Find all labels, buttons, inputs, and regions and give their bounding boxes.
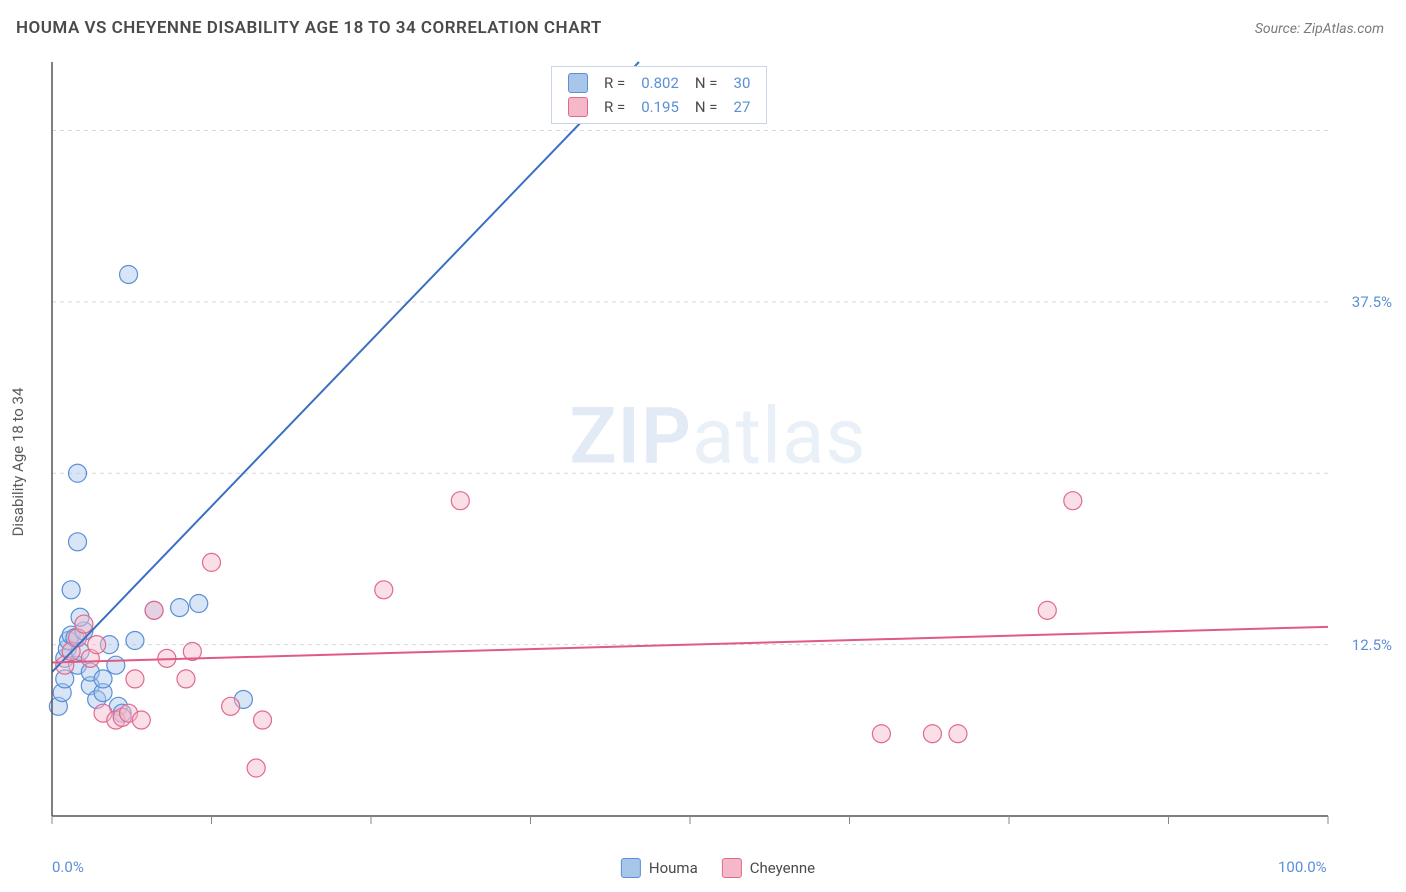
legend-n-label: N =: [687, 95, 726, 119]
legend-n-value-cheyenne: 27: [726, 95, 759, 119]
legend-n-label: N =: [687, 71, 726, 95]
legend-row-cheyenne: R = 0.195 N = 27: [560, 95, 758, 119]
legend-r-label: R =: [596, 71, 633, 95]
legend-row-houma: R = 0.802 N = 30: [560, 71, 758, 95]
x-tick-label: 100.0%: [1278, 858, 1327, 876]
series-legend: Houma Cheyenne: [621, 858, 815, 878]
swatch-cheyenne: [568, 97, 588, 117]
legend-item-cheyenne: Cheyenne: [722, 858, 815, 878]
legend-label-cheyenne: Cheyenne: [750, 859, 815, 877]
legend-r-label: R =: [596, 95, 633, 119]
chart-title: HOUMA VS CHEYENNE DISABILITY AGE 18 TO 3…: [16, 18, 602, 38]
x-tick-label: 0.0%: [52, 858, 84, 876]
y-axis-label: Disability Age 18 to 34: [9, 388, 27, 537]
y-tick-label: 37.5%: [1352, 293, 1392, 311]
y-tick-label: 12.5%: [1352, 636, 1392, 654]
legend-label-houma: Houma: [649, 859, 698, 877]
scatter-plot: [48, 58, 1388, 848]
legend-n-value-houma: 30: [726, 71, 759, 95]
swatch-cheyenne: [722, 858, 742, 878]
correlation-legend: R = 0.802 N = 30 R = 0.195 N = 27: [551, 66, 767, 124]
swatch-houma: [621, 858, 641, 878]
legend-r-value-houma: 0.802: [633, 71, 687, 95]
source-attribution: Source: ZipAtlas.com: [1255, 21, 1384, 37]
source-name: ZipAtlas.com: [1304, 21, 1384, 37]
legend-item-houma: Houma: [621, 858, 698, 878]
legend-r-value-cheyenne: 0.195: [633, 95, 687, 119]
chart-header: HOUMA VS CHEYENNE DISABILITY AGE 18 TO 3…: [0, 0, 1406, 48]
swatch-houma: [568, 73, 588, 93]
chart-area: Disability Age 18 to 34 ZIPatlas 12.5%37…: [48, 58, 1388, 848]
source-prefix: Source:: [1255, 21, 1304, 37]
